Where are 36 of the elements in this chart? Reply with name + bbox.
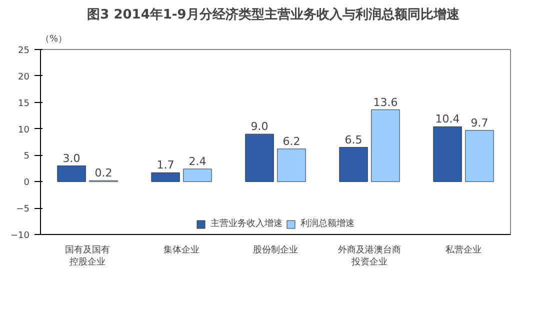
legend-label: 利润总额增速 (300, 218, 354, 230)
x-tick-label: 集体企业 (164, 244, 200, 256)
bar (371, 110, 400, 182)
data-label: 9.0 (250, 120, 268, 134)
data-label: 3.0 (62, 152, 80, 165)
y-tick-label: 25 (18, 46, 30, 56)
data-label: 0.2 (94, 166, 112, 180)
data-label: 6.5 (344, 133, 362, 146)
legend-label: 主营业务收入增速 (210, 218, 282, 230)
data-label: 9.7 (470, 116, 488, 130)
y-tick-label: −5 (16, 204, 30, 215)
chart-title: 图3 2014年1-9月分经济类型主营业务收入与利润总额同比增速 (87, 6, 460, 22)
data-label: 1.7 (156, 158, 174, 172)
y-axis-title: （%） (40, 34, 68, 44)
x-tick-label: 外商及港澳台商投资企业 (338, 244, 401, 268)
data-label: 6.2 (282, 134, 300, 148)
y-tick-label: 20 (18, 72, 30, 82)
bar (183, 168, 212, 182)
data-label: 2.4 (188, 154, 206, 168)
bar (339, 147, 368, 182)
bar (433, 126, 462, 182)
y-tick-label: 0 (24, 178, 30, 188)
bar (277, 148, 306, 182)
x-tick-label: 国有及国有控股企业 (65, 244, 110, 268)
x-tick-label: 私营企业 (446, 244, 482, 256)
y-tick-label: −10 (10, 231, 30, 241)
bar (57, 166, 86, 182)
bar (151, 172, 180, 182)
x-tick-label: 股份制企业 (253, 244, 298, 256)
data-label: 13.6 (373, 96, 398, 109)
y-tick-label: 15 (18, 98, 30, 109)
y-tick-label: 5 (24, 152, 30, 162)
bar (465, 130, 494, 182)
bar (245, 134, 274, 182)
data-label: 10.4 (435, 112, 460, 126)
y-tick-label: 10 (18, 125, 30, 136)
